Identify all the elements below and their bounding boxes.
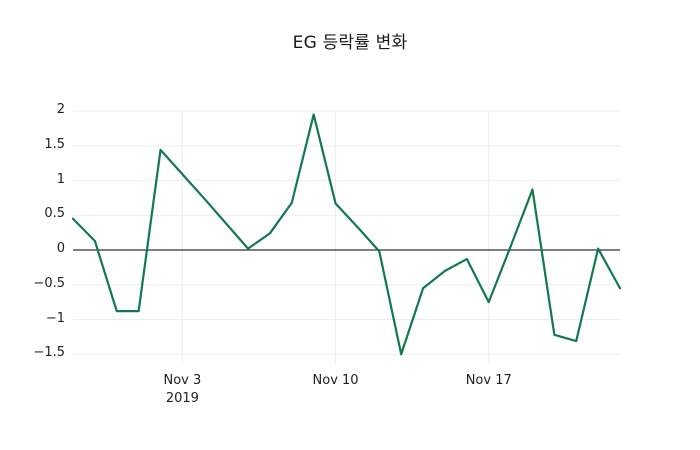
y-axis-tick-label: 2 [56,102,65,117]
y-axis-tick-label: 0 [56,241,65,256]
x-axis-tick-label: Nov 10 [312,373,359,389]
vertical-gridlines [181,111,490,365]
y-axis-tick-label: −0.5 [33,275,65,291]
x-axis-tick-label: Nov 3 2019 [163,373,202,406]
x-axis-tick-label: Nov 17 [465,373,512,389]
data-series-line [71,113,622,356]
y-axis-tick-label: 1 [56,171,65,187]
y-axis-tick-label: 0.5 [44,206,65,222]
chart-title: EG 등락률 변화 [292,33,408,53]
y-axis-tick-label: −1 [45,310,65,326]
y-axis-tick-label: −1.5 [33,345,65,361]
y-axis-tick-label: 1.5 [44,136,65,152]
